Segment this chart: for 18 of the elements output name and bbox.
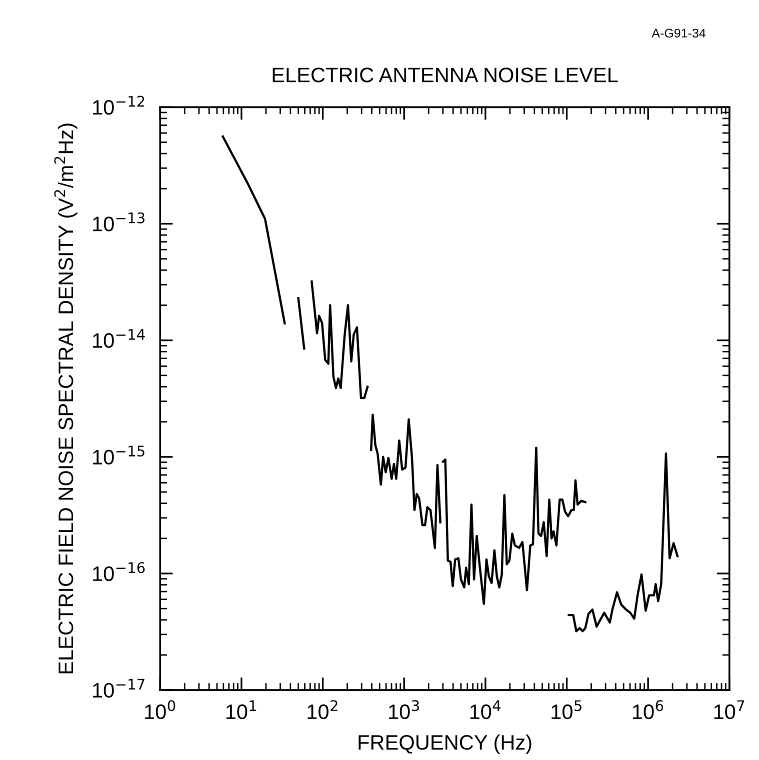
x-tick-label: 10$^{1}$ — [226, 700, 256, 720]
x-tick-label: 10$^{2}$ — [308, 700, 338, 720]
text: A-G91-34 — [652, 28, 706, 38]
y-tick-label: 10$^{−16}$ — [93, 562, 145, 582]
y-axis-title: ELECTRIC FIELD NOISE SPECTRAL DENSITY (V$^{2}$/m$^{2}$Hz) — [54, 124, 78, 674]
x-tick-label: 10$^{3}$ — [389, 700, 419, 720]
y-tick-label: 10$^{−15}$ — [93, 446, 144, 465]
y-tick-label: 10$^{−13}$ — [93, 212, 144, 232]
x-tick-label: 10$^{0}$ — [145, 700, 176, 720]
y-tick-label: 10$^{−14}$ — [93, 329, 145, 348]
x-tick-label: 10$^{4}$ — [470, 700, 501, 720]
x-tick-label: 10$^{5}$ — [552, 700, 582, 720]
chart-title: ELECTRIC ANTENNA NOISE LEVEL — [272, 68, 618, 82]
x-axis-title: FREQUENCY (Hz) — [358, 734, 532, 754]
y-tick-label: 10$^{−12}$ — [93, 96, 144, 115]
x-tick-label: 10$^{7}$ — [714, 700, 744, 720]
x-tick-label: 10$^{6}$ — [633, 700, 664, 720]
y-tick-label: 10$^{−17}$ — [93, 678, 144, 698]
